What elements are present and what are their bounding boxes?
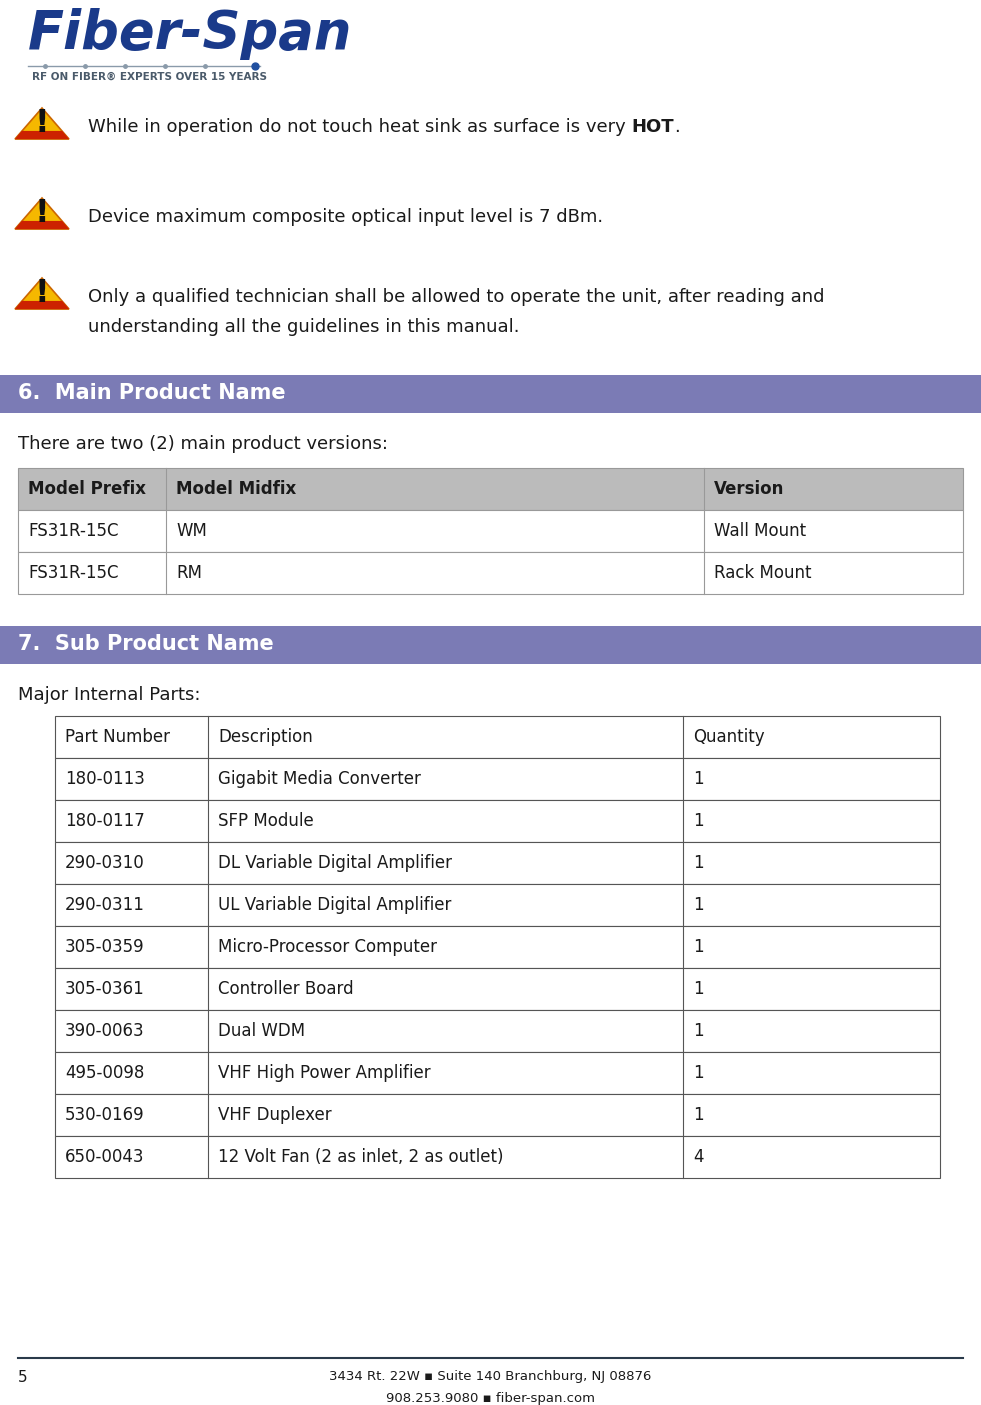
Text: WM: WM: [176, 523, 207, 540]
FancyBboxPatch shape: [55, 842, 940, 884]
Text: FS31R-15C: FS31R-15C: [28, 523, 119, 540]
Text: !: !: [34, 278, 49, 309]
Text: There are two (2) main product versions:: There are two (2) main product versions:: [18, 436, 388, 452]
Text: 1: 1: [693, 896, 703, 915]
Text: 390-0063: 390-0063: [65, 1021, 144, 1040]
Text: Version: Version: [714, 481, 785, 497]
FancyBboxPatch shape: [0, 627, 981, 665]
Text: Fiber-Span: Fiber-Span: [28, 8, 352, 60]
Text: While in operation do not touch heat sink as surface is very: While in operation do not touch heat sin…: [88, 118, 632, 136]
Polygon shape: [15, 301, 69, 309]
Text: 650-0043: 650-0043: [65, 1148, 144, 1166]
Text: Description: Description: [218, 728, 313, 746]
Text: Wall Mount: Wall Mount: [714, 523, 806, 540]
FancyBboxPatch shape: [0, 375, 981, 413]
Text: Gigabit Media Converter: Gigabit Media Converter: [218, 770, 421, 788]
Text: 180-0113: 180-0113: [65, 770, 145, 788]
Text: Model Prefix: Model Prefix: [28, 481, 146, 497]
FancyBboxPatch shape: [55, 799, 940, 842]
Text: RF ON FIBER® EXPERTS OVER 15 YEARS: RF ON FIBER® EXPERTS OVER 15 YEARS: [32, 72, 267, 81]
Text: 1: 1: [693, 939, 703, 955]
Text: 908.253.9080 ▪ fiber-span.com: 908.253.9080 ▪ fiber-span.com: [386, 1392, 594, 1405]
Polygon shape: [15, 108, 69, 139]
FancyBboxPatch shape: [55, 884, 940, 926]
FancyBboxPatch shape: [18, 468, 963, 510]
Text: !: !: [34, 108, 49, 139]
Polygon shape: [15, 131, 69, 139]
Text: 530-0169: 530-0169: [65, 1106, 144, 1124]
Text: 1: 1: [693, 1021, 703, 1040]
Text: VHF High Power Amplifier: VHF High Power Amplifier: [218, 1064, 431, 1082]
Text: Rack Mount: Rack Mount: [714, 563, 811, 582]
Text: 1: 1: [693, 770, 703, 788]
Text: UL Variable Digital Amplifier: UL Variable Digital Amplifier: [218, 896, 451, 915]
Text: 1: 1: [693, 1106, 703, 1124]
Text: Device maximum composite optical input level is 7 dBm.: Device maximum composite optical input l…: [88, 208, 603, 226]
Text: Major Internal Parts:: Major Internal Parts:: [18, 686, 200, 704]
FancyBboxPatch shape: [18, 510, 963, 552]
Text: 305-0361: 305-0361: [65, 981, 145, 998]
Text: 290-0310: 290-0310: [65, 854, 145, 873]
Text: Controller Board: Controller Board: [218, 981, 353, 998]
Text: RM: RM: [176, 563, 202, 582]
Text: 495-0098: 495-0098: [65, 1064, 144, 1082]
Text: FS31R-15C: FS31R-15C: [28, 563, 119, 582]
FancyBboxPatch shape: [55, 1052, 940, 1094]
Text: VHF Duplexer: VHF Duplexer: [218, 1106, 332, 1124]
Text: 5: 5: [18, 1370, 27, 1385]
Polygon shape: [15, 221, 69, 229]
Text: Dual WDM: Dual WDM: [218, 1021, 305, 1040]
FancyBboxPatch shape: [18, 552, 963, 594]
FancyBboxPatch shape: [55, 717, 940, 759]
Polygon shape: [15, 198, 69, 229]
Text: 12 Volt Fan (2 as inlet, 2 as outlet): 12 Volt Fan (2 as inlet, 2 as outlet): [218, 1148, 503, 1166]
Text: 1: 1: [693, 812, 703, 830]
FancyBboxPatch shape: [55, 1094, 940, 1137]
FancyBboxPatch shape: [55, 926, 940, 968]
Text: 4: 4: [693, 1148, 703, 1166]
Text: Part Number: Part Number: [65, 728, 170, 746]
Text: !: !: [34, 198, 49, 229]
Text: 180-0117: 180-0117: [65, 812, 145, 830]
Text: HOT: HOT: [632, 118, 674, 136]
Text: 305-0359: 305-0359: [65, 939, 144, 955]
Text: Quantity: Quantity: [693, 728, 764, 746]
Text: 1: 1: [693, 981, 703, 998]
Text: 1: 1: [693, 1064, 703, 1082]
Text: Micro-Processor Computer: Micro-Processor Computer: [218, 939, 437, 955]
Text: 1: 1: [693, 854, 703, 873]
Text: Model Midfix: Model Midfix: [176, 481, 296, 497]
Text: 3434 Rt. 22W ▪ Suite 140 Branchburg, NJ 08876: 3434 Rt. 22W ▪ Suite 140 Branchburg, NJ …: [329, 1370, 651, 1383]
FancyBboxPatch shape: [55, 1137, 940, 1177]
Text: 6.  Main Product Name: 6. Main Product Name: [18, 384, 285, 403]
FancyBboxPatch shape: [55, 1010, 940, 1052]
Text: DL Variable Digital Amplifier: DL Variable Digital Amplifier: [218, 854, 452, 873]
Text: 290-0311: 290-0311: [65, 896, 145, 915]
Text: SFP Module: SFP Module: [218, 812, 314, 830]
Polygon shape: [15, 278, 69, 309]
FancyBboxPatch shape: [55, 759, 940, 799]
FancyBboxPatch shape: [55, 968, 940, 1010]
Text: understanding all the guidelines in this manual.: understanding all the guidelines in this…: [88, 318, 520, 336]
Text: Only a qualified technician shall be allowed to operate the unit, after reading : Only a qualified technician shall be all…: [88, 288, 824, 306]
Text: .: .: [674, 118, 680, 136]
Text: 7.  Sub Product Name: 7. Sub Product Name: [18, 634, 274, 653]
